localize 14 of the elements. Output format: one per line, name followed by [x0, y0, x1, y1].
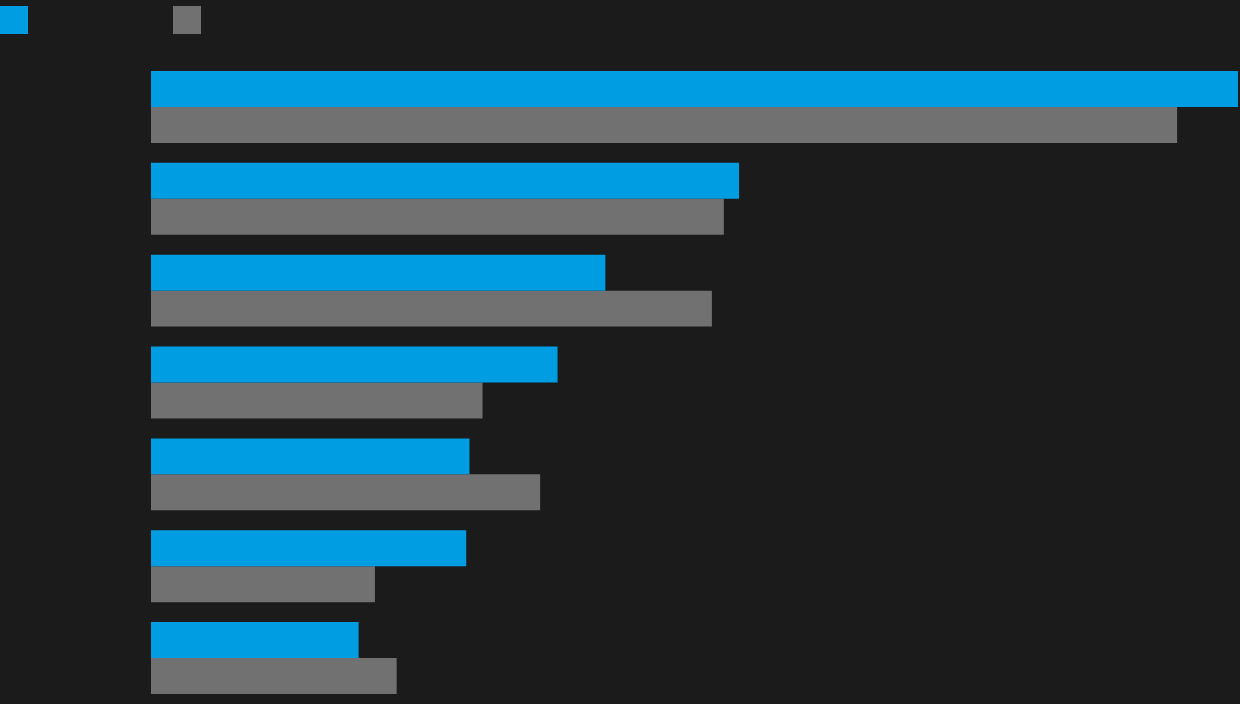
bar	[151, 254, 606, 291]
bar	[151, 438, 470, 475]
bar	[151, 658, 397, 695]
bar	[151, 530, 467, 567]
bar	[151, 622, 359, 659]
bar	[151, 106, 1178, 143]
bar	[151, 474, 541, 511]
bar	[151, 162, 740, 199]
bar	[151, 198, 724, 235]
bar	[151, 382, 483, 419]
bar	[151, 566, 375, 603]
bar	[151, 70, 1238, 107]
bar	[151, 290, 712, 327]
bar	[151, 346, 558, 383]
